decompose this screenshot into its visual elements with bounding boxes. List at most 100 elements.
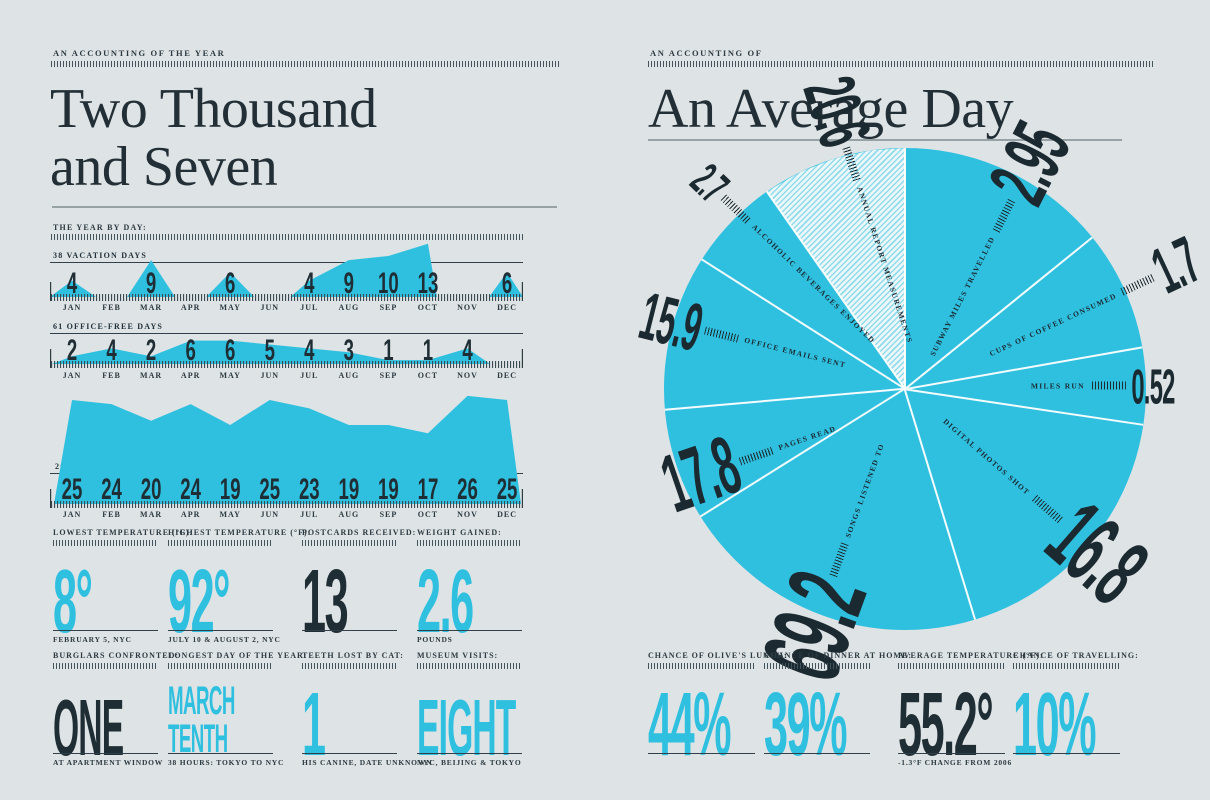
stat-underline xyxy=(302,630,397,632)
chart-value-label: 4 xyxy=(106,334,116,368)
month-label: NOV xyxy=(457,371,478,380)
pie-tick-strip xyxy=(721,194,752,224)
stat-value: 10% xyxy=(1013,674,1097,775)
stat-block-highest-temperature-f: HIGHEST TEMPERATURE (°F): 92° JULY 10 & AU… xyxy=(168,528,310,646)
stat-underline xyxy=(302,753,397,755)
area-shape xyxy=(52,340,490,364)
page-title-right: An Average Day xyxy=(648,78,1014,140)
chart-value-label: 10 xyxy=(378,267,399,301)
axis-tick-ruler xyxy=(50,361,523,368)
pie-slice-divider xyxy=(904,148,906,389)
chart-value-label: 4 xyxy=(304,334,314,368)
stat-label: POSTCARDS RECEIVED: xyxy=(302,528,417,537)
section-label-year-by-day: THE YEAR BY DAY: xyxy=(53,223,147,232)
kicker-ruler-right xyxy=(648,61,1155,67)
stat-value: 1 xyxy=(302,674,326,775)
pie-slice-category: SONGS LISTENED TO xyxy=(843,441,887,539)
month-label: JUL xyxy=(300,371,318,380)
month-label: JUN xyxy=(260,371,279,380)
stat-value: 55.2° xyxy=(898,674,994,775)
stat-label: TEETH LOST BY CAT: xyxy=(302,651,404,660)
month-label: MAY xyxy=(220,371,241,380)
stat-underline xyxy=(417,753,522,755)
chart-value-label: 4 xyxy=(304,267,314,301)
month-label: JAN xyxy=(63,510,82,519)
month-label: DEC xyxy=(497,371,517,380)
kicker-left: AN ACCOUNTING OF THE YEAR xyxy=(53,48,226,58)
pie-tick-strip xyxy=(704,326,739,343)
month-label: SEP xyxy=(380,303,398,312)
stat-label: CHANCE OF DINNER AT HOME: xyxy=(764,651,912,660)
stat-value: EIGHT xyxy=(417,683,516,772)
stat-tick-ruler xyxy=(417,540,522,546)
stat-tick-ruler xyxy=(302,540,397,546)
area-shape xyxy=(127,260,176,297)
month-label: MAY xyxy=(220,510,241,519)
month-label: MAY xyxy=(220,303,241,312)
chart-value-label: 17 xyxy=(418,473,439,507)
chart-value-label: 4 xyxy=(67,267,77,301)
month-label: JUN xyxy=(260,303,279,312)
stat-block-teeth-lost-by-cat: TEETH LOST BY CAT: 1 HIS CANINE, DATE UNKN… xyxy=(302,651,432,769)
stat-value: ONE xyxy=(53,683,124,772)
title-underline-left xyxy=(52,206,557,208)
chart-value-label: 4 xyxy=(462,334,472,368)
stat-value: 44% xyxy=(648,674,732,775)
month-label: SEP xyxy=(380,510,398,519)
stat-block-lowest-temperature-f: LOWEST TEMPERATURE (°F): 8° FEBRUARY 5, NY… xyxy=(53,528,192,646)
month-label: JUL xyxy=(300,510,318,519)
pie-tick-strip xyxy=(1091,381,1126,390)
stat-underline xyxy=(648,753,755,755)
month-label: MAR xyxy=(140,510,162,519)
stat-block-chance-of-travelling: CHANCE OF TRAVELLING: 10% xyxy=(1013,651,1138,769)
stat-label: MUSEUM VISITS: xyxy=(417,651,499,660)
stat-label: BURGLARS CONFRONTED: xyxy=(53,651,180,660)
chart-rule-office-free-days xyxy=(50,333,523,335)
chart-value-label: 19 xyxy=(220,473,241,507)
pie-tick-strip xyxy=(842,146,861,182)
title-underline-right xyxy=(648,139,1122,141)
stat-caption: AT APARTMENT WINDOW xyxy=(53,758,164,767)
month-label: AUG xyxy=(338,303,359,312)
month-label: OCT xyxy=(418,510,438,519)
chart-rule-vacation-days xyxy=(50,262,523,264)
stat-value: 92° xyxy=(168,551,230,652)
month-label: FEB xyxy=(102,510,121,519)
area-shape xyxy=(489,272,523,297)
stat-caption: POUNDS xyxy=(417,635,453,644)
stat-value: 8° xyxy=(53,551,93,652)
pie-tick-strip xyxy=(1121,273,1156,296)
kicker-ruler-left xyxy=(51,61,560,67)
month-label: DEC xyxy=(497,510,517,519)
stat-block-chance-of-dinner-at-home: CHANCE OF DINNER AT HOME: 39% xyxy=(764,651,911,769)
stat-caption: NYC, BEIJING & TOKYO xyxy=(417,758,522,767)
axis-tick-ruler xyxy=(50,501,523,508)
pie-slice-category: OFFICE EMAILS SENT xyxy=(743,335,848,370)
pie-slice-value: 0.52 xyxy=(1131,357,1175,414)
month-label: APR xyxy=(181,510,200,519)
stat-value: 39% xyxy=(764,674,848,775)
stat-tick-ruler xyxy=(1013,663,1120,669)
month-label: AUG xyxy=(338,371,359,380)
month-label: MAR xyxy=(140,303,162,312)
month-label: APR xyxy=(181,303,200,312)
stat-caption: HIS CANINE, DATE UNKNOWN xyxy=(302,758,433,767)
chart-value-label: 25 xyxy=(497,473,518,507)
stat-label: CHANCE OF TRAVELLING: xyxy=(1013,651,1139,660)
month-label: APR xyxy=(181,371,200,380)
chart-value-label: 25 xyxy=(62,473,83,507)
area-shape xyxy=(290,243,437,297)
stat-caption: JULY 10 & AUGUST 2, NYC xyxy=(168,635,281,644)
chart-value-label: 26 xyxy=(457,473,478,507)
stat-caption: -1.3°F CHANGE FROM 2006 xyxy=(898,758,1013,767)
month-label: MAR xyxy=(140,371,162,380)
stat-tick-ruler xyxy=(168,663,273,669)
month-label: SEP xyxy=(380,371,398,380)
stat-block-chance-of-olive-s-lunch: CHANCE OF OLIVE'S LUNCH: 44% xyxy=(648,651,787,769)
month-label: AUG xyxy=(338,510,359,519)
page-title-left: Two Thousand and Seven xyxy=(50,78,377,199)
chart-value-label: 6 xyxy=(502,267,512,301)
chart-value-label: 2 xyxy=(146,334,156,368)
